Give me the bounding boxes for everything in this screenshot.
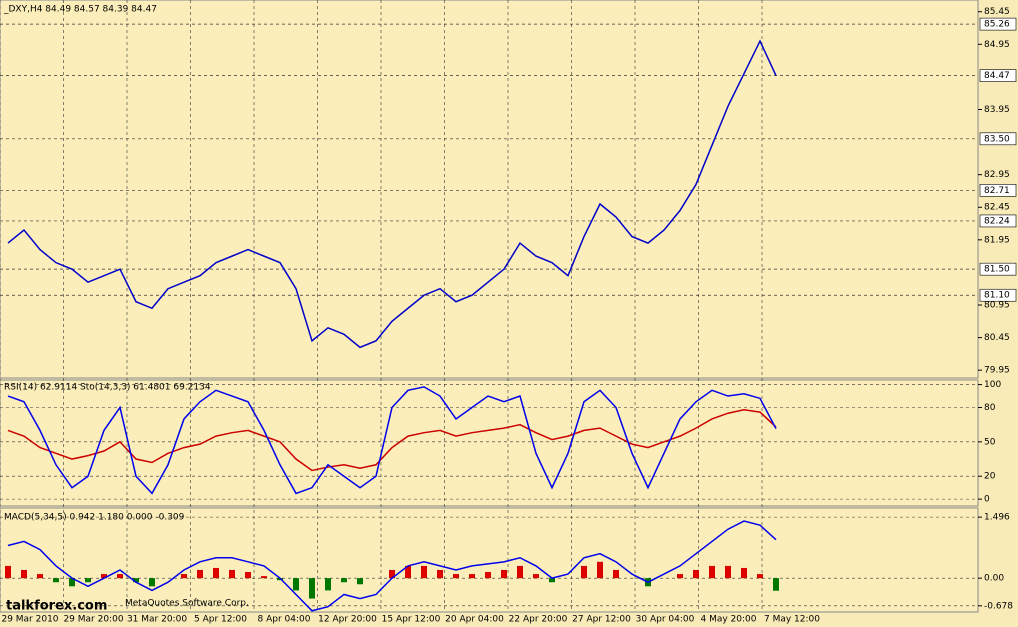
y-tick-label: 0.00 <box>984 574 1004 584</box>
time-label: 5 Apr 12:00 <box>194 615 247 625</box>
time-label: 12 Apr 20:00 <box>318 615 377 625</box>
level-label: 85.26 <box>984 20 1010 30</box>
histogram-bar <box>389 569 395 579</box>
histogram-bar <box>133 578 139 583</box>
histogram-bar <box>725 565 731 579</box>
time-label: 15 Apr 12:00 <box>382 615 441 625</box>
y-tick-label: 79.95 <box>984 366 1010 376</box>
level-label: 83.50 <box>984 134 1010 144</box>
histogram-bar <box>773 578 779 591</box>
histogram-bar <box>37 574 43 579</box>
chart-header: _DXY,H4 84.49 84.57 84.39 84.47 <box>3 5 157 15</box>
histogram-bar <box>405 565 411 579</box>
histogram-bar <box>533 574 539 579</box>
histogram-bar <box>85 578 91 583</box>
histogram-bar <box>181 574 187 579</box>
y-tick-label: 50 <box>984 437 996 447</box>
level-box <box>979 132 1017 146</box>
level-box <box>979 214 1017 228</box>
y-tick-label: 80 <box>984 403 996 413</box>
histogram-bar <box>245 572 251 579</box>
histogram-bar <box>53 578 59 583</box>
macd-panel <box>0 507 979 613</box>
y-tick-label: 83.95 <box>984 105 1010 115</box>
histogram-bar <box>213 567 219 579</box>
y-tick-label: 85.45 <box>984 7 1010 17</box>
histogram-bar <box>501 569 507 579</box>
histogram-bar <box>613 569 619 579</box>
histogram-bar <box>677 574 683 579</box>
histogram-bar <box>709 565 715 579</box>
level-box <box>979 17 1017 31</box>
oscillator-line <box>7 409 777 472</box>
histogram-bar <box>357 578 363 585</box>
level-label: 82.71 <box>984 186 1010 196</box>
y-tick-label: 81.95 <box>984 235 1010 245</box>
level-label: 84.47 <box>984 71 1010 81</box>
macd-line <box>7 520 777 612</box>
histogram-bar <box>5 565 11 579</box>
oscillator-title: RSI(14) 62.9114 Sto(14,3,3) 61.4801 69.2… <box>4 383 211 393</box>
histogram-bar <box>149 578 155 587</box>
histogram-bar <box>261 576 267 579</box>
oscillator-panel <box>0 379 979 507</box>
time-label: 30 Apr 04:00 <box>636 615 695 625</box>
histogram-bar <box>469 574 475 579</box>
y-tick-label: 80.45 <box>984 333 1010 343</box>
time-label: 29 Mar 2010 <box>1 615 58 625</box>
macd-title: MACD(5,34,5) 0.942 1.180 0.000 -0.309 <box>4 513 185 523</box>
histogram-bar <box>309 578 315 599</box>
level-box <box>979 262 1017 276</box>
y-tick-label: 84.95 <box>984 40 1010 50</box>
y-tick-label: 1.496 <box>984 513 1010 523</box>
histogram-bar <box>197 569 203 579</box>
watermark: MetaQuotes Software Corp. <box>125 599 249 609</box>
histogram-bar <box>437 569 443 579</box>
y-tick-label: 82.45 <box>984 203 1010 213</box>
histogram-bar <box>69 578 75 587</box>
histogram-bar <box>581 565 587 579</box>
histogram-bar <box>117 574 123 579</box>
histogram-bar <box>453 574 459 579</box>
histogram-bar <box>21 569 27 579</box>
histogram-bar <box>741 567 747 579</box>
histogram-bar <box>757 574 763 579</box>
level-label: 81.10 <box>984 291 1010 301</box>
histogram-bar <box>325 578 331 591</box>
time-label: 20 Apr 04:00 <box>445 615 504 625</box>
level-label: 81.50 <box>984 265 1010 275</box>
level-box <box>979 288 1017 302</box>
time-label: 7 May 12:00 <box>764 615 820 625</box>
time-label: 22 Apr 20:00 <box>509 615 568 625</box>
level-box <box>979 184 1017 197</box>
histogram-bar <box>597 561 603 579</box>
histogram-bar <box>293 578 299 591</box>
price-panel <box>0 0 979 379</box>
time-label: 4 May 20:00 <box>701 615 757 625</box>
histogram-bar <box>341 578 347 583</box>
y-tick-label: 80.95 <box>984 301 1010 311</box>
y-tick-label: 0 <box>984 495 990 505</box>
histogram-bar <box>549 578 555 583</box>
histogram-bar <box>693 569 699 579</box>
oscillator-line <box>7 386 777 495</box>
histogram-bar <box>101 574 107 579</box>
time-label: 31 Mar 20:00 <box>127 615 187 625</box>
level-box <box>979 69 1017 82</box>
time-label: 29 Mar 20:00 <box>63 615 123 625</box>
price-line <box>7 39 777 349</box>
level-label: 82.24 <box>984 216 1010 226</box>
y-tick-label: 82.95 <box>984 170 1010 180</box>
histogram-bar <box>229 569 235 579</box>
histogram-bar <box>485 572 491 579</box>
time-label: 27 Apr 12:00 <box>572 615 631 625</box>
y-tick-label: 20 <box>984 472 996 482</box>
histogram-bar <box>517 565 523 579</box>
time-label: 8 Apr 04:00 <box>258 615 311 625</box>
y-tick-label: 100 <box>984 380 1001 390</box>
histogram-bar <box>421 565 427 579</box>
y-tick-label: -0.678 <box>984 601 1013 611</box>
